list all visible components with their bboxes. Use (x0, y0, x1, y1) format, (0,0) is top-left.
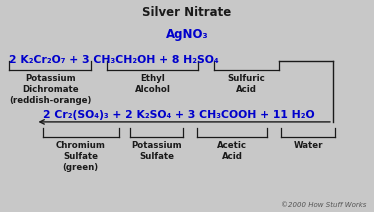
Text: 2 Cr₂(SO₄)₃ + 2 K₂SO₄ + 3 CH₃COOH + 11 H₂O: 2 Cr₂(SO₄)₃ + 2 K₂SO₄ + 3 CH₃COOH + 11 H… (43, 110, 315, 120)
Text: Water: Water (294, 141, 323, 150)
Text: AgNO₃: AgNO₃ (166, 28, 208, 40)
Text: Sulfuric
Acid: Sulfuric Acid (228, 74, 265, 94)
Text: Silver Nitrate: Silver Nitrate (142, 6, 232, 19)
Text: Chromium
Sulfate
(green): Chromium Sulfate (green) (56, 141, 106, 172)
Text: 2 K₂Cr₂O₇ + 3 CH₃CH₂OH + 8 H₂SO₄: 2 K₂Cr₂O₇ + 3 CH₃CH₂OH + 8 H₂SO₄ (9, 55, 219, 65)
Text: Potassium
Sulfate: Potassium Sulfate (131, 141, 182, 161)
Text: Ethyl
Alcohol: Ethyl Alcohol (135, 74, 171, 94)
Text: ©2000 How Stuff Works: ©2000 How Stuff Works (281, 202, 367, 208)
Text: Potassium
Dichromate
(reddish-orange): Potassium Dichromate (reddish-orange) (9, 74, 91, 105)
Text: Acetic
Acid: Acetic Acid (217, 141, 247, 161)
